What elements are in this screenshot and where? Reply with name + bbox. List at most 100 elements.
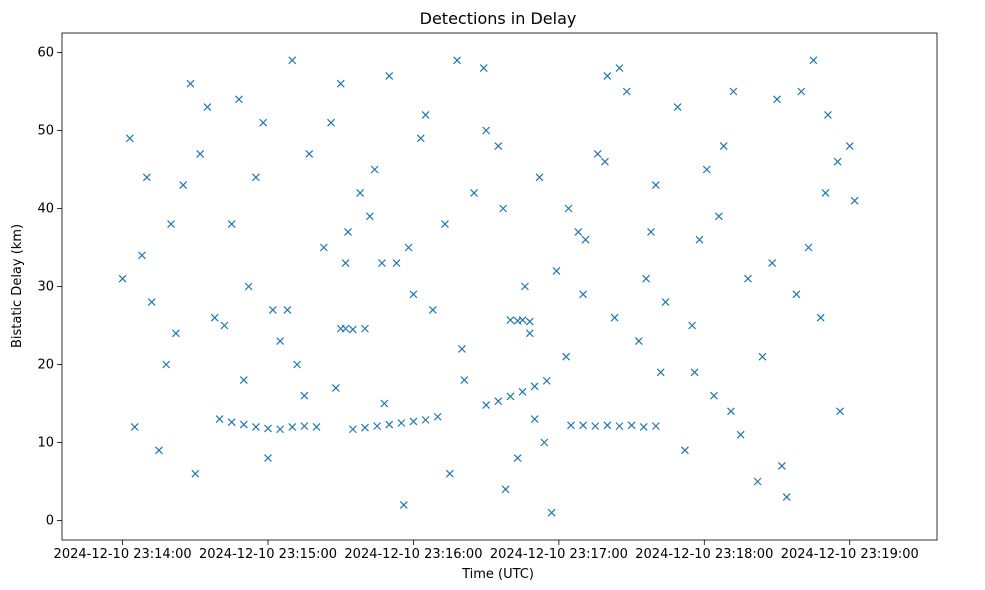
data-point-clutter-112	[392, 259, 401, 268]
data-point-clutter-96	[283, 305, 292, 314]
data-point-track-2-7	[433, 412, 442, 421]
data-point-clutter-8	[421, 110, 430, 119]
data-point-clutter-14	[656, 368, 665, 377]
chart-title: Detections in Delay	[420, 9, 577, 28]
data-point-clutter-53	[753, 477, 762, 486]
data-point-cluster-a-2	[348, 325, 357, 334]
data-point-track-2-3	[385, 420, 394, 429]
data-point-track-1-2	[239, 420, 248, 429]
data-point-track-4-7	[651, 422, 660, 431]
data-point-clutter-95	[239, 376, 248, 385]
data-point-clutter-32	[642, 274, 651, 283]
x-tick-label-1: 2024-12-10 23:15:00	[199, 547, 337, 562]
data-point-clutter-79	[319, 243, 328, 252]
data-point-clutter-4	[264, 454, 272, 463]
data-point-clutter-97	[327, 118, 335, 127]
data-point-cluster-a-1	[341, 324, 350, 333]
data-point-track-4-5	[627, 421, 636, 430]
data-point-track-1-6	[288, 422, 297, 431]
data-point-track-1-3	[251, 422, 260, 431]
data-point-clutter-30	[564, 204, 573, 213]
data-point-track-2-0	[348, 425, 357, 434]
data-point-clutter-19	[850, 196, 859, 205]
data-point-clutter-5	[305, 149, 314, 158]
data-point-clutter-74	[118, 274, 127, 283]
data-point-clutter-110	[171, 329, 180, 338]
data-point-clutter-64	[460, 376, 469, 385]
data-point-clutter-100	[453, 56, 462, 65]
data-point-clutter-22	[244, 282, 253, 291]
data-point-clutter-90	[768, 259, 777, 268]
data-point-clutter-108	[777, 461, 786, 470]
data-point-cluster-a-3	[361, 324, 369, 333]
data-point-clutter-103	[574, 227, 583, 236]
data-point-clutter-72	[782, 493, 791, 502]
data-point-clutter-40	[220, 321, 229, 330]
y-tick-label-2: 20	[37, 358, 54, 373]
data-point-clutter-52	[714, 212, 723, 221]
data-point-clutter-29	[525, 329, 534, 338]
data-point-clutter-81	[399, 500, 408, 509]
data-point-clutter-41	[259, 118, 268, 127]
x-tick-label-0: 2024-12-10 23:14:00	[54, 547, 192, 562]
plot-area: 2024-12-10 23:14:00 2024-12-10 23:15:00 20…	[37, 32, 938, 562]
data-point-clutter-109	[821, 188, 830, 197]
data-point-clutter-80	[356, 188, 365, 197]
data-point-track-4-2	[591, 422, 600, 431]
data-point-clutter-38	[138, 251, 146, 260]
data-point-clutter-69	[661, 298, 670, 307]
data-point-track-3-5	[542, 376, 551, 385]
data-point-clutter-44	[385, 71, 394, 80]
data-point-clutter-51	[673, 103, 682, 112]
data-point-clutter-71	[744, 274, 752, 283]
data-point-clutter-15	[695, 235, 704, 244]
x-tick-label-5: 2024-12-10 23:19:00	[781, 547, 919, 562]
data-point-clutter-88	[688, 321, 697, 330]
data-point-clutter-36	[797, 87, 806, 96]
data-point-clutter-37	[836, 407, 844, 416]
data-point-clutter-12	[579, 290, 588, 299]
data-point-track-3-0	[482, 401, 491, 409]
data-point-clutter-63	[416, 134, 425, 143]
data-point-clutter-54	[792, 290, 801, 299]
data-point-clutter-83	[479, 64, 488, 73]
data-point-track-1-0	[215, 415, 224, 424]
data-point-cluster-b-2	[518, 316, 527, 324]
data-point-clutter-92	[845, 142, 854, 151]
data-point-track-1-5	[276, 425, 285, 434]
data-point-track-3-4	[530, 382, 539, 391]
data-point-clutter-101	[494, 142, 503, 151]
x-tick-label-4: 2024-12-10 23:18:00	[635, 547, 773, 562]
data-point-track-1-8	[312, 422, 321, 431]
data-point-clutter-21	[203, 103, 212, 112]
data-point-clutter-93	[142, 173, 151, 182]
data-point-clutter-77	[235, 95, 243, 104]
y-tick-label-1: 10	[37, 436, 54, 451]
data-point-cluster-b-3	[525, 317, 534, 326]
data-point-track-4-3	[603, 421, 612, 430]
data-point-clutter-86	[601, 157, 609, 166]
data-point-clutter-39	[179, 181, 188, 190]
data-point-clutter-34	[719, 142, 728, 151]
data-point-clutter-98	[365, 212, 374, 221]
data-point-track-2-1	[361, 423, 369, 432]
data-point-track-2-4	[397, 419, 406, 427]
data-point-track-4-4	[615, 422, 624, 431]
y-tick-label-0: 0	[46, 514, 54, 529]
data-point-cluster-b-0	[506, 316, 515, 324]
data-point-clutter-10	[501, 485, 510, 494]
data-point-clutter-25	[370, 165, 379, 174]
data-point-clutter-106	[690, 368, 699, 377]
data-point-clutter-31	[603, 71, 612, 80]
data-point-clutter-94	[191, 469, 200, 478]
data-point-clutter-84	[521, 282, 529, 291]
data-point-clutter-56	[130, 422, 139, 431]
data-point-clutter-20	[162, 360, 171, 369]
data-point-clutter-23	[288, 56, 297, 65]
data-point-clutter-111	[268, 305, 277, 314]
data-point-clutter-113	[547, 508, 556, 517]
data-point-clutter-82	[441, 220, 449, 229]
data-point-clutter-43	[344, 227, 352, 236]
data-point-clutter-48	[552, 266, 561, 275]
